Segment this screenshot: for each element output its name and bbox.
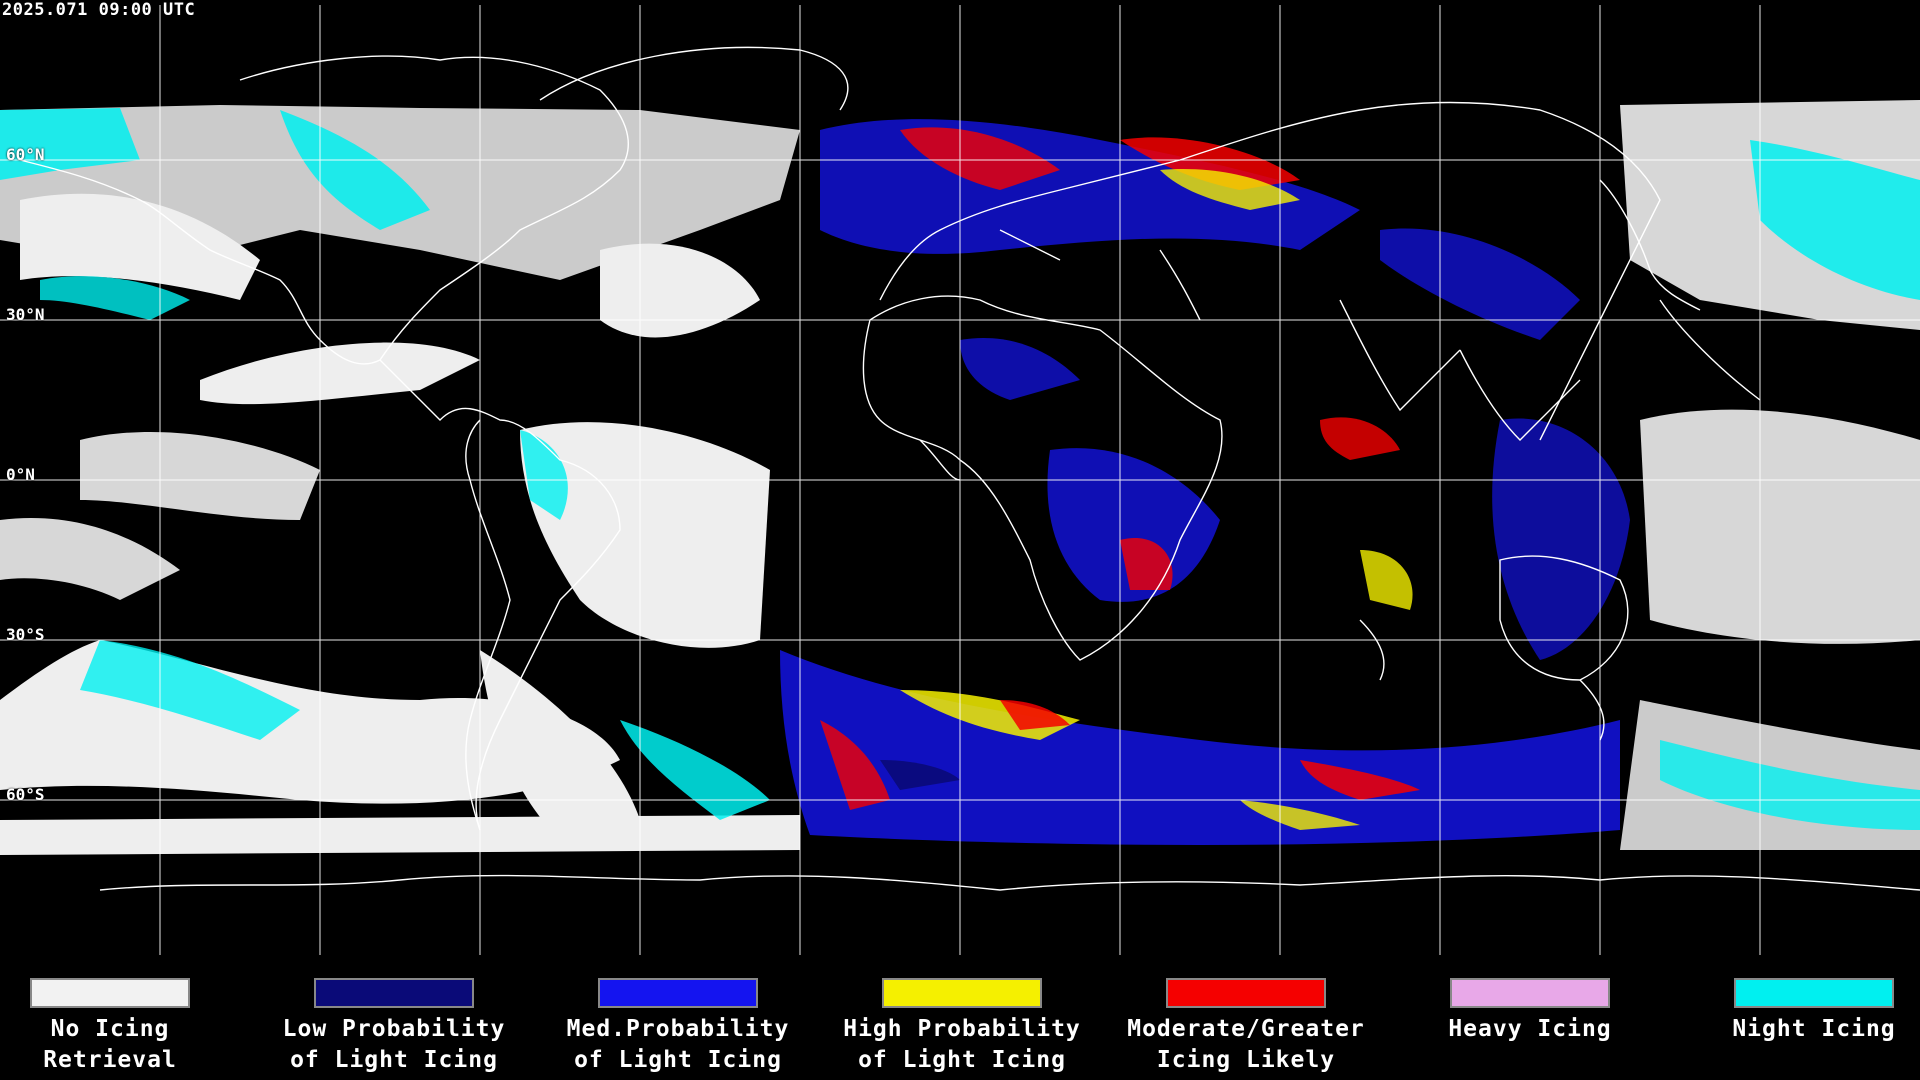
- world-map[interactable]: 60°N 30°N 0°N 30°S 60°S: [0, 0, 1920, 955]
- legend-item-no-icing-retrieval: No Icing Retrieval: [0, 978, 250, 1076]
- no-icing-cloud-region: [0, 100, 1920, 855]
- lat-lon-grid: [0, 5, 1920, 955]
- night-icing-swatch: [1734, 978, 1894, 1008]
- low-probability-swatch: [314, 978, 474, 1008]
- legend-label-heavy-icing: Heavy Icing: [1448, 1016, 1612, 1042]
- high-probability-swatch: [882, 978, 1042, 1008]
- legend-item-moderate-greater: Moderate/Greater Icing Likely: [1106, 978, 1386, 1076]
- no-icing-swatch: [30, 978, 190, 1008]
- legend-label-night-icing: Night Icing: [1732, 1016, 1896, 1042]
- legend-label-med-probability: Med.Probability of Light Icing: [566, 1016, 790, 1073]
- map-canvas[interactable]: [0, 0, 1920, 955]
- latitude-label-lat-30s: 30°S: [6, 625, 45, 644]
- med-probability-swatch: [598, 978, 758, 1008]
- latitude-label-lat-60s: 60°S: [6, 785, 45, 804]
- legend: No Icing Retrieval Low Probability of Li…: [0, 955, 1920, 1080]
- legend-label-low-probability: Low Probability of Light Icing: [282, 1016, 506, 1073]
- latitude-label-lat-0n: 0°N: [6, 465, 35, 484]
- legend-item-heavy-icing: Heavy Icing: [1390, 978, 1670, 1045]
- legend-label-no-icing: No Icing Retrieval: [43, 1016, 177, 1073]
- legend-item-night-icing: Night Icing: [1674, 978, 1920, 1045]
- latitude-label-lat-60n: 60°N: [6, 145, 45, 164]
- legend-label-moderate-greater: Moderate/Greater Icing Likely: [1127, 1016, 1365, 1073]
- night-icing-region: [0, 108, 1920, 830]
- legend-item-med-probability: Med.Probability of Light Icing: [538, 978, 818, 1076]
- legend-label-high-probability: High Probability of Light Icing: [843, 1016, 1081, 1073]
- legend-item-high-probability: High Probability of Light Icing: [822, 978, 1102, 1076]
- heavy-icing-swatch: [1450, 978, 1610, 1008]
- legend-item-low-probability: Low Probability of Light Icing: [254, 978, 534, 1076]
- moderate-greater-swatch: [1166, 978, 1326, 1008]
- latitude-label-lat-30n: 30°N: [6, 305, 45, 324]
- timestamp-label: 2025.071 09:00 UTC: [2, 0, 196, 20]
